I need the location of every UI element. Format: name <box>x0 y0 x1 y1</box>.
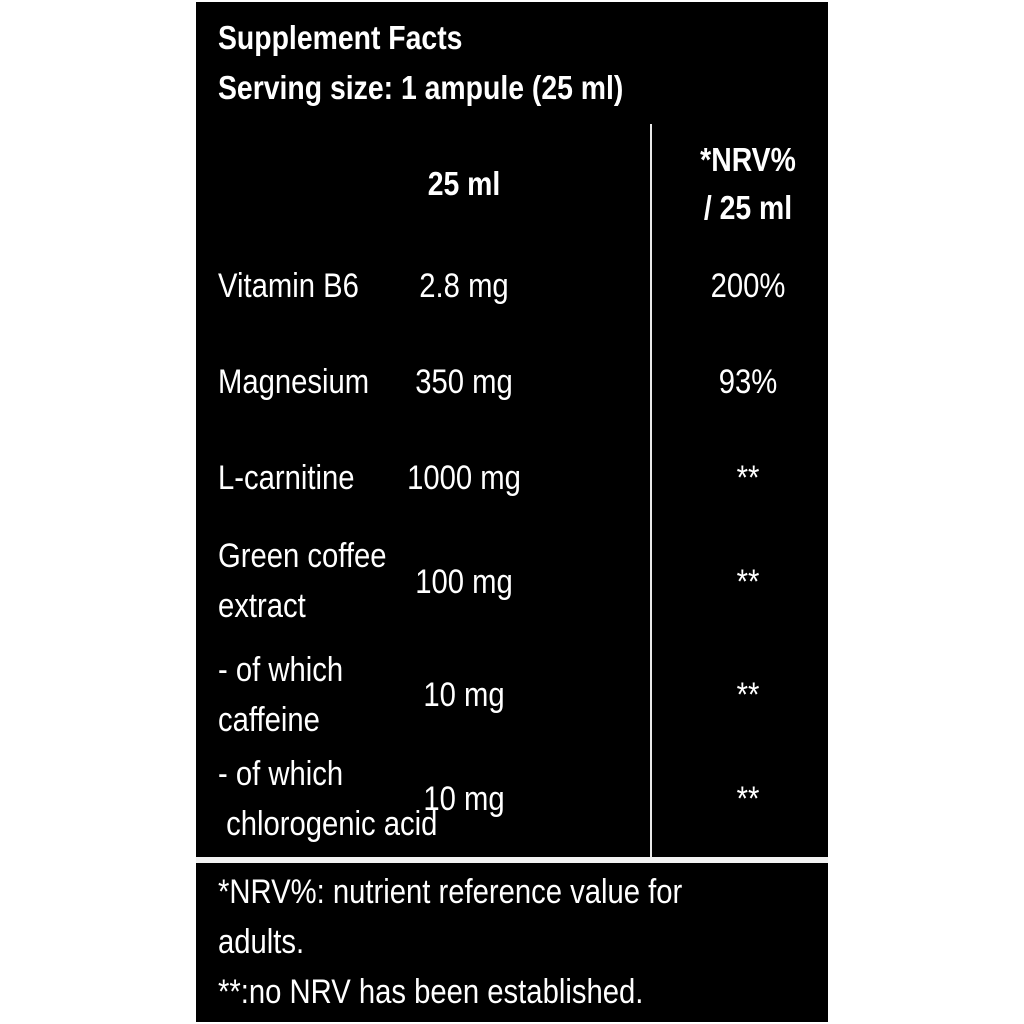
row-amount: 10 mg <box>423 780 505 818</box>
row-name: Green coffee <box>218 537 387 575</box>
amount-header: 25 ml <box>427 165 501 202</box>
row-nrv: ** <box>736 563 760 601</box>
row-nrv: ** <box>736 676 760 714</box>
row-name-cont: caffeine <box>218 701 320 739</box>
supplement-facts-panel: Supplement Facts Serving size: 1 ampule … <box>196 2 828 1022</box>
row-name: - of which <box>218 755 344 793</box>
row-name-cont: extract <box>218 587 306 625</box>
row-nrv: 200% <box>710 267 786 305</box>
footnote-divider <box>196 857 828 863</box>
footnote-line2: adults. <box>218 923 305 961</box>
row-name: Vitamin B6 <box>218 267 359 305</box>
row-name: L-carnitine <box>218 459 355 497</box>
serving-size: Serving size: 1 ampule (25 ml) <box>218 69 624 106</box>
footnote-line1: *NRV%: nutrient reference value for <box>218 873 683 911</box>
nrv-header-line1: *NRV% <box>700 141 796 178</box>
row-name-cont: chlorogenic acid <box>218 805 438 843</box>
row-amount: 100 mg <box>415 563 513 601</box>
row-name: Magnesium <box>218 363 370 401</box>
row-nrv: ** <box>736 459 760 497</box>
nrv-header-line2: / 25 ml <box>703 189 793 226</box>
row-amount: 1000 mg <box>407 459 521 497</box>
row-amount: 350 mg <box>415 363 513 401</box>
row-nrv: 93% <box>718 363 778 401</box>
footnote-line3: **:no NRV has been established. <box>218 973 644 1011</box>
row-name: - of which <box>218 651 344 689</box>
row-nrv: ** <box>736 780 760 818</box>
row-amount: 2.8 mg <box>419 267 509 305</box>
column-divider <box>650 124 652 858</box>
row-amount: 10 mg <box>423 676 505 714</box>
title: Supplement Facts <box>218 19 463 56</box>
